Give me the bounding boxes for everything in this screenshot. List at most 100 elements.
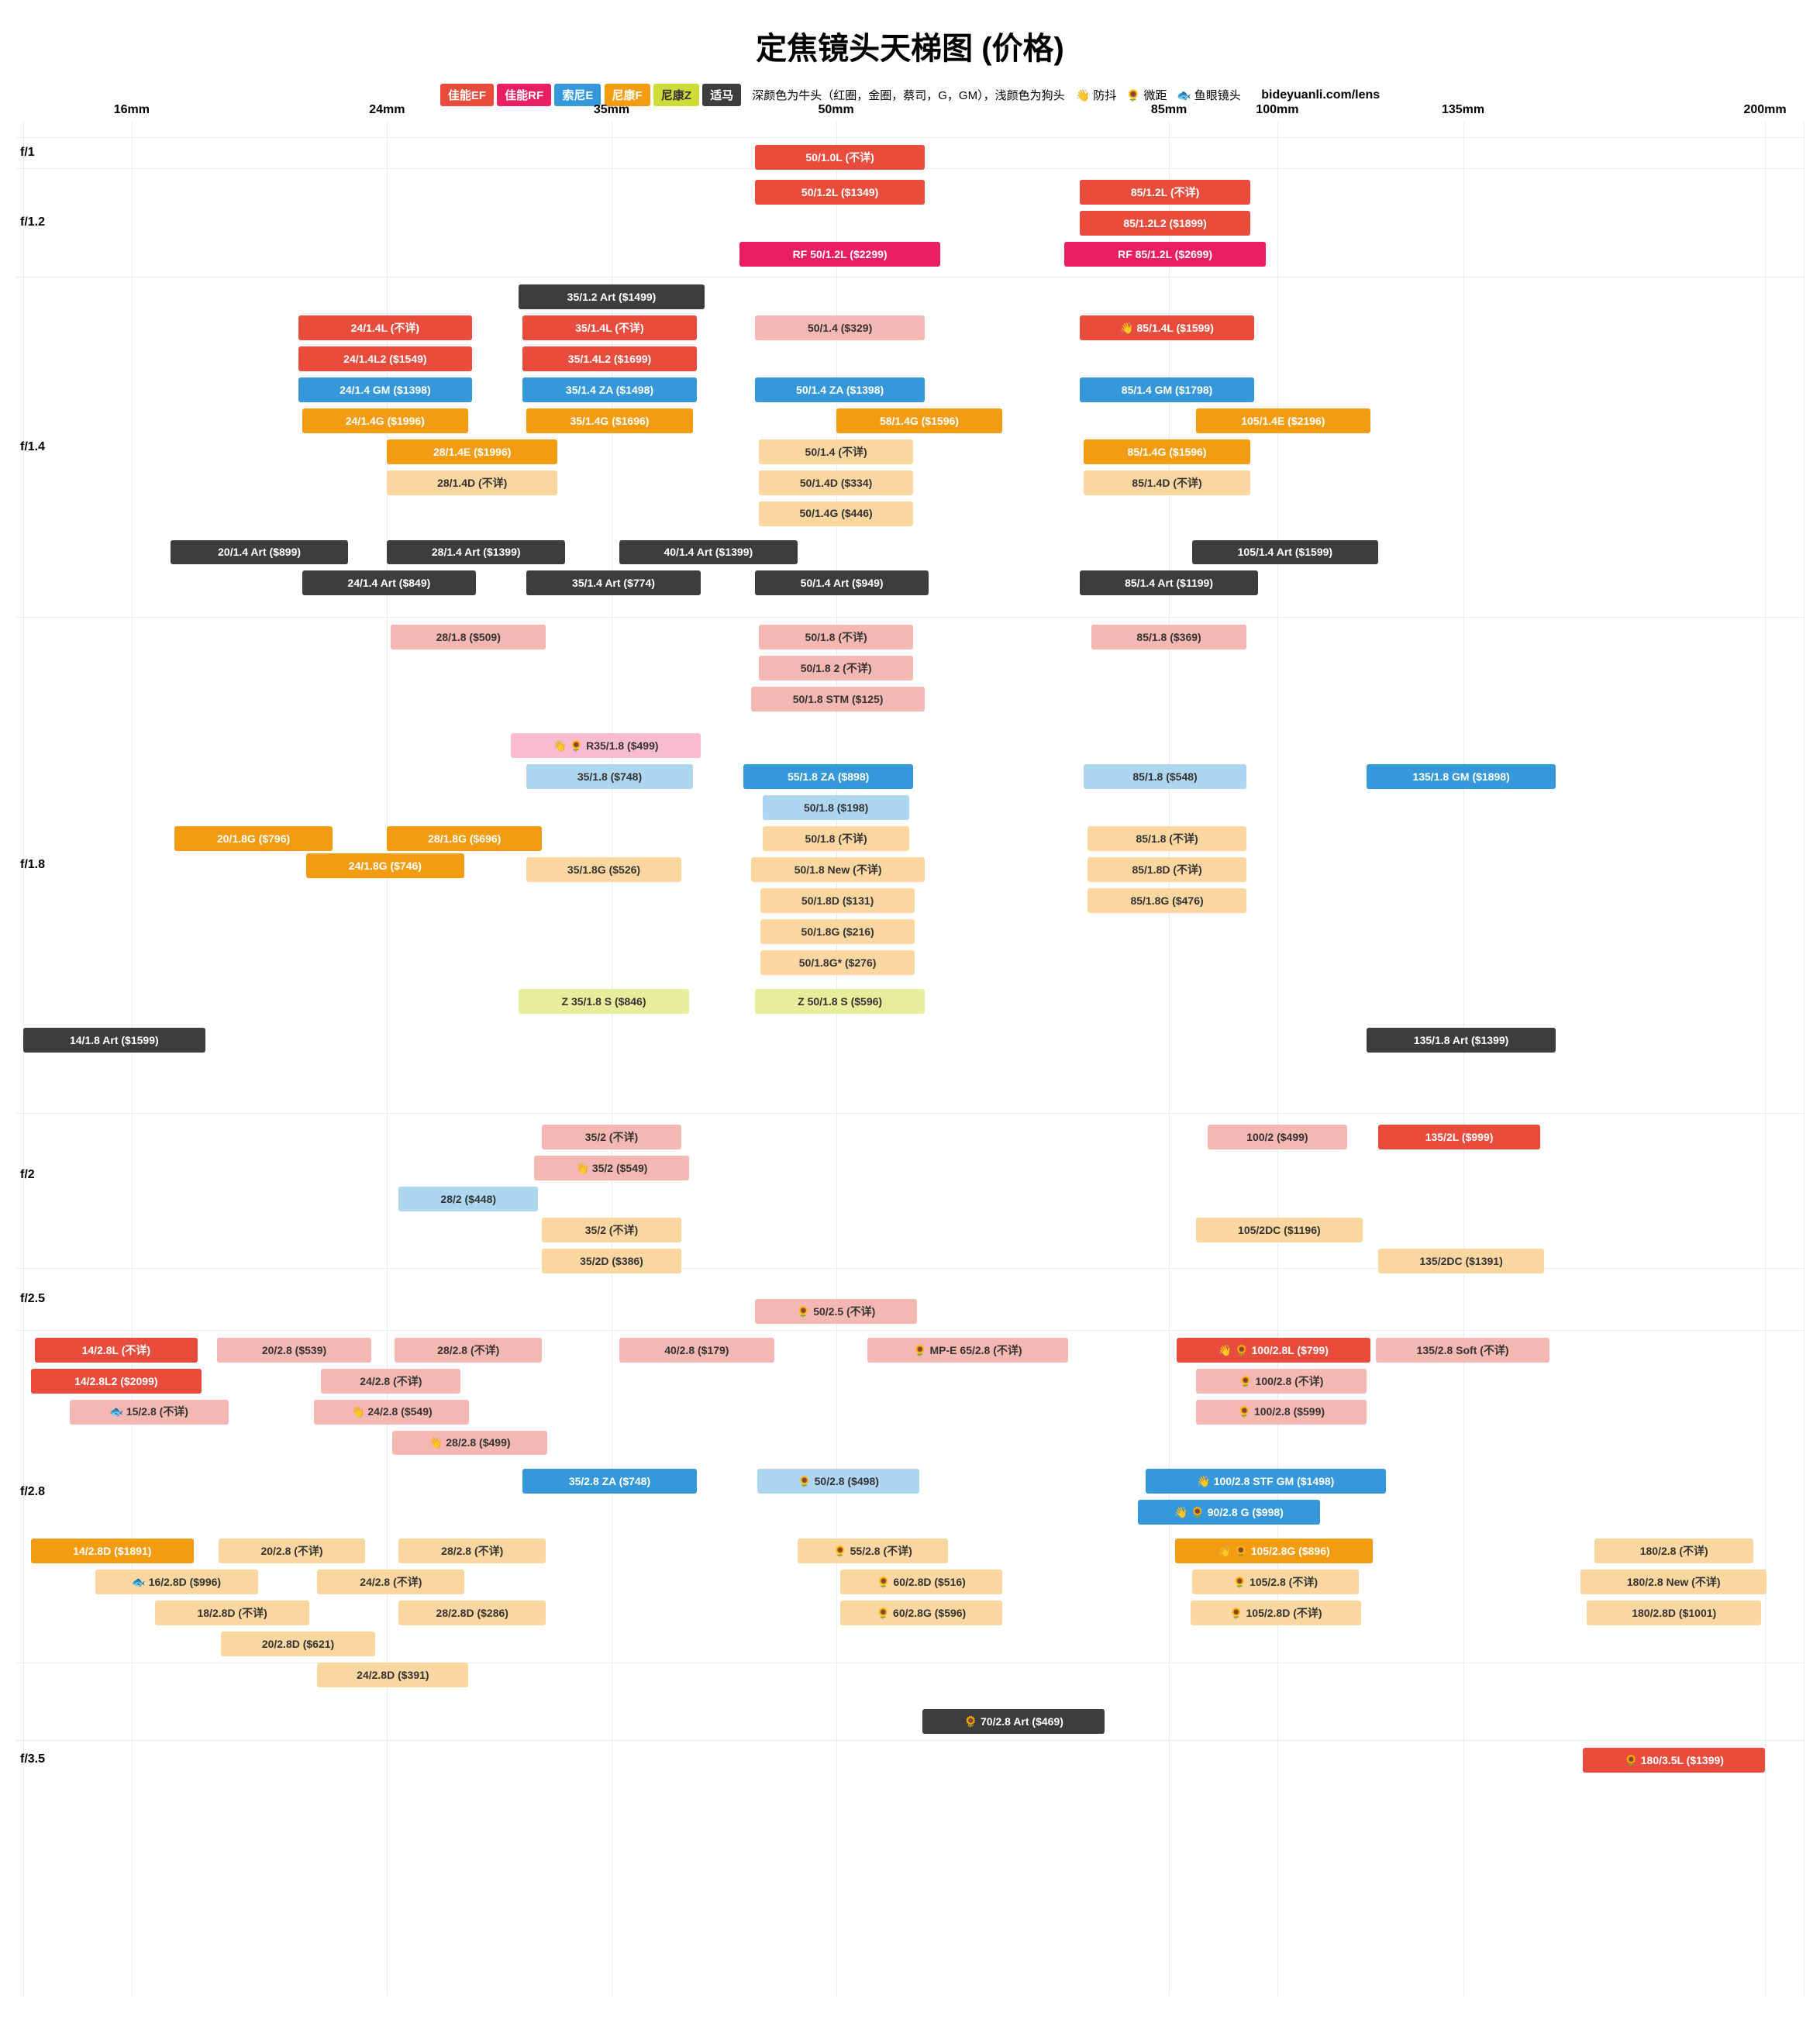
lens-item[interactable]: 35/2D ($386) [542,1249,681,1273]
lens-item[interactable]: 35/2 (不详) [542,1218,681,1242]
lens-item[interactable]: RF 50/1.2L ($2299) [739,242,941,267]
lens-item[interactable]: 50/1.4 ZA ($1398) [755,377,926,402]
lens-item[interactable]: 55/1.8 ZA ($898) [743,764,914,789]
lens-item[interactable]: 135/2DC ($1391) [1378,1249,1545,1273]
lens-item[interactable]: 24/1.4L2 ($1549) [298,346,473,371]
lens-item[interactable]: 24/2.8 (不详) [317,1570,464,1594]
lens-item[interactable]: 85/1.4 Art ($1199) [1080,570,1258,595]
lens-item[interactable]: 👋 🌻 R35/1.8 ($499) [511,733,701,758]
lens-item[interactable]: 🌻 70/2.8 Art ($469) [922,1709,1105,1734]
lens-item[interactable]: 🌻 105/2.8D (不详) [1191,1601,1361,1625]
lens-item[interactable]: 35/1.4L2 ($1699) [522,346,697,371]
lens-item[interactable]: 50/1.4G ($446) [759,501,914,526]
lens-item[interactable]: 105/1.4 Art ($1599) [1192,540,1378,565]
lens-item[interactable]: 50/1.8 2 (不详) [759,656,914,681]
lens-item[interactable]: 35/2.8 ZA ($748) [522,1469,697,1494]
lens-item[interactable]: 14/1.8 Art ($1599) [23,1028,205,1053]
lens-item[interactable]: 50/1.4 Art ($949) [755,570,929,595]
lens-item[interactable]: 👋 🌻 105/2.8G ($896) [1175,1539,1373,1563]
lens-item[interactable]: 35/1.2 Art ($1499) [519,284,705,309]
lens-item[interactable]: 👋 100/2.8 STF GM ($1498) [1146,1469,1386,1494]
lens-item[interactable]: 135/2L ($999) [1378,1125,1541,1149]
lens-item[interactable]: 50/1.8D ($131) [760,888,915,913]
lens-item[interactable]: 28/2.8 (不详) [395,1338,542,1363]
lens-item[interactable]: 180/2.8 (不详) [1594,1539,1753,1563]
lens-item[interactable]: 35/1.4 Art ($774) [526,570,701,595]
lens-item[interactable]: 85/1.2L (不详) [1080,180,1250,205]
lens-item[interactable]: 85/1.8 ($548) [1084,764,1246,789]
lens-item[interactable]: 🌻 60/2.8G ($596) [840,1601,1003,1625]
lens-item[interactable]: 50/1.8 (不详) [763,826,910,851]
lens-item[interactable]: 58/1.4G ($1596) [836,408,1003,433]
lens-item[interactable]: 24/1.4L (不详) [298,315,473,340]
lens-item[interactable]: 35/1.4 ZA ($1498) [522,377,697,402]
lens-item[interactable]: 85/1.4 GM ($1798) [1080,377,1254,402]
lens-item[interactable]: 24/2.8 (不详) [321,1369,460,1394]
lens-item[interactable]: 50/1.4 ($329) [755,315,926,340]
lens-item[interactable]: 🐟 15/2.8 (不详) [70,1400,229,1425]
lens-item[interactable]: 👋 28/2.8 ($499) [392,1431,547,1456]
lens-item[interactable]: 35/1.4L (不详) [522,315,697,340]
lens-item[interactable]: 🌻 55/2.8 (不详) [798,1539,949,1563]
lens-item[interactable]: 85/1.2L2 ($1899) [1080,211,1250,236]
lens-item[interactable]: 50/1.8G ($216) [760,919,915,944]
lens-item[interactable]: 🌻 MP-E 65/2.8 (不详) [867,1338,1069,1363]
lens-item[interactable]: 28/1.8 ($509) [391,625,546,650]
lens-item[interactable]: 35/2 (不详) [542,1125,681,1149]
lens-item[interactable]: 20/2.8 ($539) [217,1338,372,1363]
lens-item[interactable]: 180/2.8 New (不详) [1580,1570,1767,1594]
lens-item[interactable]: 50/1.8 New (不详) [751,857,926,882]
lens-item[interactable]: 50/1.4D ($334) [759,470,914,495]
lens-item[interactable]: 👋 🌻 90/2.8 G ($998) [1138,1500,1320,1525]
lens-item[interactable]: 28/1.4 Art ($1399) [387,540,565,565]
lens-item[interactable]: 28/1.4D (不详) [387,470,557,495]
lens-item[interactable]: 👋 24/2.8 ($549) [314,1400,469,1425]
lens-item[interactable]: 28/1.8G ($696) [387,826,542,851]
lens-item[interactable]: Z 35/1.8 S ($846) [519,989,689,1014]
lens-item[interactable]: 28/2.8D ($286) [398,1601,546,1625]
lens-item[interactable]: 20/1.8G ($796) [174,826,333,851]
lens-item[interactable]: 🌻 100/2.8 (不详) [1196,1369,1367,1394]
lens-item[interactable]: 14/2.8L (不详) [35,1338,198,1363]
lens-item[interactable]: 28/1.4E ($1996) [387,439,557,464]
source-link[interactable]: bideyuanli.com/lens [1261,88,1380,102]
lens-item[interactable]: RF 85/1.2L ($2699) [1064,242,1266,267]
lens-item[interactable]: 135/1.8 GM ($1898) [1367,764,1556,789]
lens-item[interactable]: 🌻 60/2.8D ($516) [840,1570,1003,1594]
lens-item[interactable]: 24/1.4G ($1996) [302,408,469,433]
lens-item[interactable]: 14/2.8L2 ($2099) [31,1369,202,1394]
lens-item[interactable]: 👋 85/1.4L ($1599) [1080,315,1254,340]
lens-item[interactable]: 35/1.4G ($1696) [526,408,693,433]
lens-item[interactable]: 24/1.8G ($746) [306,853,465,878]
lens-item[interactable]: 135/1.8 Art ($1399) [1367,1028,1556,1053]
lens-item[interactable]: Z 50/1.8 S ($596) [755,989,926,1014]
lens-item[interactable]: 🌻 50/2.8 ($498) [757,1469,920,1494]
lens-item[interactable]: 🌻 50/2.5 (不详) [755,1299,918,1324]
lens-item[interactable]: 👋 35/2 ($549) [534,1156,689,1180]
lens-item[interactable]: 105/2DC ($1196) [1196,1218,1363,1242]
lens-item[interactable]: 24/1.4 Art ($849) [302,570,477,595]
lens-item[interactable]: 14/2.8D ($1891) [31,1539,194,1563]
lens-item[interactable]: 20/2.8 (不详) [219,1539,366,1563]
lens-item[interactable]: 50/1.2L ($1349) [755,180,926,205]
lens-item[interactable]: 85/1.8 (不详) [1088,826,1246,851]
lens-item[interactable]: 28/2.8 (不详) [398,1539,546,1563]
lens-item[interactable]: 85/1.8 ($369) [1091,625,1246,650]
lens-item[interactable]: 24/2.8D ($391) [317,1663,468,1687]
lens-item[interactable]: 50/1.8G* ($276) [760,950,915,975]
lens-item[interactable]: 35/1.8 ($748) [526,764,693,789]
lens-item[interactable]: 50/1.4 (不详) [759,439,914,464]
lens-item[interactable]: 20/2.8D ($621) [221,1632,376,1656]
lens-item[interactable]: 18/2.8D (不详) [155,1601,310,1625]
lens-item[interactable]: 105/1.4E ($2196) [1196,408,1370,433]
lens-item[interactable]: 35/1.8G ($526) [526,857,681,882]
lens-item[interactable]: 50/1.8 ($198) [763,795,910,820]
lens-item[interactable]: 20/1.4 Art ($899) [171,540,349,565]
lens-item[interactable]: 24/1.4 GM ($1398) [298,377,473,402]
lens-item[interactable]: 50/1.8 STM ($125) [751,687,926,712]
lens-item[interactable]: 85/1.4D (不详) [1084,470,1250,495]
lens-item[interactable]: 135/2.8 Soft (不详) [1376,1338,1550,1363]
lens-item[interactable]: 85/1.8G ($476) [1088,888,1246,913]
lens-item[interactable]: 👋 🌻 100/2.8L ($799) [1177,1338,1370,1363]
lens-item[interactable]: 50/1.0L (不详) [755,145,926,170]
